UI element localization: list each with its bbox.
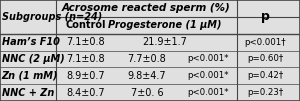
Text: Ham’s F10: Ham’s F10 bbox=[2, 37, 59, 47]
Text: NNC (2 μM): NNC (2 μM) bbox=[2, 54, 64, 64]
Text: p=0.23†: p=0.23† bbox=[248, 88, 284, 97]
Text: p=0.60†: p=0.60† bbox=[248, 54, 284, 63]
Text: 21.9±1.7: 21.9±1.7 bbox=[142, 37, 187, 47]
Text: 7±0. 6: 7±0. 6 bbox=[131, 88, 163, 98]
Text: p<0.001*: p<0.001* bbox=[188, 88, 229, 97]
Text: Control: Control bbox=[65, 20, 106, 30]
Text: p=0.42†: p=0.42† bbox=[248, 71, 284, 80]
Text: Acrosome reacted sperm (%): Acrosome reacted sperm (%) bbox=[62, 3, 231, 13]
Text: 8.9±0.7: 8.9±0.7 bbox=[66, 71, 105, 81]
Text: NNC + Zn: NNC + Zn bbox=[2, 88, 54, 98]
Text: p<0.001*: p<0.001* bbox=[188, 54, 229, 63]
Text: Subgroups (n=24): Subgroups (n=24) bbox=[2, 12, 102, 22]
Text: Progesterone (1 μM): Progesterone (1 μM) bbox=[107, 20, 221, 30]
Text: p<0.001*: p<0.001* bbox=[188, 71, 229, 80]
Text: 7.1±0.8: 7.1±0.8 bbox=[66, 37, 105, 47]
Text: p<0.001†: p<0.001† bbox=[245, 38, 286, 47]
Text: 7.1±0.8: 7.1±0.8 bbox=[66, 54, 105, 64]
Text: 9.8±4.7: 9.8±4.7 bbox=[128, 71, 166, 81]
Text: 8.4±0.7: 8.4±0.7 bbox=[66, 88, 105, 98]
Text: Zn (1 mM): Zn (1 mM) bbox=[2, 71, 58, 81]
Text: p: p bbox=[261, 10, 270, 23]
Text: 7.7±0.8: 7.7±0.8 bbox=[128, 54, 167, 64]
